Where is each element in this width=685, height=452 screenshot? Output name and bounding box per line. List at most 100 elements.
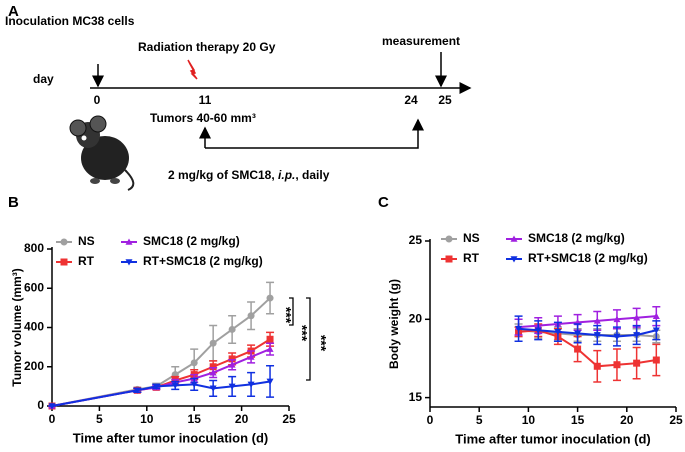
y-tick-label: 400 [24,320,44,334]
x-axis-title: Time after tumor inoculation (d) [73,430,269,445]
marker [247,312,255,320]
marker [60,258,68,266]
marker [125,259,133,266]
y-tick-label: 0 [37,398,44,412]
panel-label: B [8,194,19,211]
series-line [518,327,657,338]
x-tick-label: 15 [188,412,202,426]
marker [266,335,274,343]
mouse-icon [69,115,135,191]
marker [228,325,236,333]
marker [60,238,68,246]
day-number: 25 [438,93,452,107]
y-tick-label: 25 [409,233,423,247]
panel-a: A Inoculation MC38 cells Radiation thera… [5,3,472,191]
marker [190,359,198,367]
marker [593,317,601,324]
bracket-arrow [205,118,424,149]
lightning [187,59,198,80]
y-tick-label: 600 [24,280,44,294]
marker [133,387,141,394]
x-tick-label: 15 [571,413,585,427]
legend-label: RT+SMC18 (2 mg/kg) [143,254,263,268]
marker [228,383,236,390]
marker [510,256,518,263]
y-tick-label: 15 [409,390,423,404]
day-label: day [33,72,54,86]
legend-label: NS [78,234,95,248]
legend-label: SMC18 (2 mg/kg) [143,234,240,248]
marker [613,333,621,341]
marker [554,329,562,336]
y-tick-label: 200 [24,359,44,373]
x-tick-label: 25 [282,412,296,426]
significance: *** [294,325,310,342]
marker [534,327,542,334]
measurement-label: measurement [382,34,460,48]
marker [190,381,198,388]
marker [266,345,274,352]
y-tick-label: 800 [24,241,44,255]
legend-label: RT+SMC18 (2 mg/kg) [528,251,648,265]
day-number: 24 [404,93,418,107]
x-tick-label: 10 [522,413,536,427]
x-tick-label: 5 [96,412,103,426]
legend-label: NS [463,231,480,245]
day-number: 11 [199,93,212,107]
x-tick-label: 20 [235,412,249,426]
series-line [518,315,657,329]
marker [574,330,582,337]
marker [510,235,518,242]
marker [652,327,660,334]
legend-label: RT [463,251,480,265]
marker [152,383,160,390]
marker [209,339,217,347]
legend-label: RT [78,254,95,268]
y-tick-label: 20 [409,311,423,325]
marker [515,325,523,333]
treatment-text: , daily [295,168,329,182]
y-axis-title: Tumor volume (mm³) [10,268,24,386]
marker [652,312,660,319]
radiation-label: Radiation therapy 20 Gy [138,40,276,54]
marker [125,238,133,245]
marker [593,332,601,339]
marker [613,315,621,323]
marker [445,255,453,263]
x-tick-label: 5 [476,413,483,427]
marker [171,382,179,389]
marker [48,403,56,410]
treatment-text: 2 mg/kg of SMC18, [168,168,278,182]
marker [445,235,453,243]
panel-label: A [8,3,19,20]
treatment-label: 2 mg/kg of SMC18, i.p., daily [168,168,330,182]
x-tick-label: 25 [669,413,683,427]
x-axis-title: Time after tumor inoculation (d) [455,431,651,446]
marker [574,345,582,353]
marker [247,353,255,360]
legend-label: SMC18 (2 mg/kg) [528,231,625,245]
marker [633,332,641,339]
marker [209,363,217,371]
treatment-text: i.p. [278,168,295,182]
sig-bracket [306,297,311,381]
x-tick-label: 0 [49,412,56,426]
series-line [51,297,271,407]
marker [633,314,641,321]
y-axis-title: Body weight (g) [387,279,401,369]
marker [593,362,601,370]
marker [613,361,621,369]
marker [266,378,274,385]
marker [228,355,236,363]
sig-bracket [289,297,294,326]
marker [228,361,236,368]
x-tick-label: 0 [427,413,434,427]
marker [633,359,641,367]
significance: *** [278,307,294,324]
x-tick-label: 10 [140,412,154,426]
series-line [51,338,271,407]
tumors-label: Tumors 40-60 mm³ [150,111,256,125]
inoculation-label: Inoculation MC38 cells [5,14,135,28]
marker [209,369,217,376]
